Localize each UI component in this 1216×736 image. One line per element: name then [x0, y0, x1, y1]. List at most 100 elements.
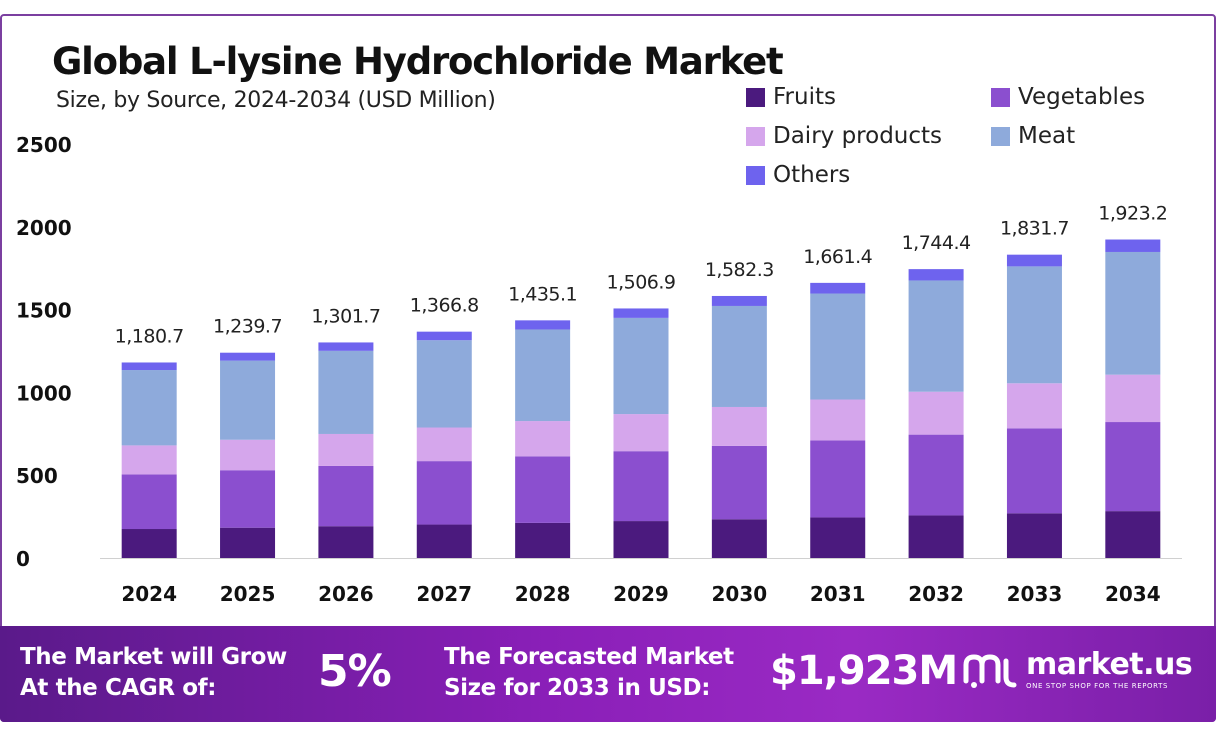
legend-swatch [991, 126, 1010, 146]
bar-total-label: 1,582.3 [705, 259, 774, 281]
x-tick-label: 2030 [712, 582, 768, 606]
footer-banner: The Market will Grow At the CAGR of: 5% … [0, 626, 1216, 722]
bar-segment-fruits [1105, 511, 1161, 558]
legend-swatch [746, 126, 765, 146]
legend-swatch [991, 87, 1010, 107]
y-tick-label: 2000 [16, 216, 72, 240]
bar-segment-dairy-products [416, 427, 472, 462]
bar-segment-meat [613, 317, 669, 415]
chart-subtitle: Size, by Source, 2024-2034 (USD Million) [56, 88, 496, 113]
bar-segment-dairy-products [1006, 383, 1062, 429]
bar-segment-meat [416, 340, 472, 428]
x-tick-label: 2029 [613, 582, 669, 606]
bar-total-label: 1,366.8 [410, 295, 479, 317]
bar-segment-others [1105, 239, 1161, 252]
legend-item-dairy-products: Dairy products [746, 123, 942, 149]
legend-label: Dairy products [773, 123, 943, 149]
bar-segment-meat [515, 329, 571, 422]
legend-item-others: Others [746, 162, 850, 188]
bar-segment-meat [908, 280, 964, 392]
legend-item-fruits: Fruits [746, 84, 836, 110]
legend-label: Meat [1018, 123, 1076, 149]
legend-swatch [746, 87, 765, 107]
forecast-label-line2: Size for 2033 in USD: [444, 675, 711, 701]
bar-segment-vegetables [810, 440, 866, 518]
bar-total-label: 1,744.4 [902, 232, 971, 254]
x-tick-label: 2026 [318, 582, 374, 606]
bar-segment-others [121, 362, 177, 371]
bar-segment-dairy-products [220, 439, 276, 471]
bar-segment-others [318, 342, 374, 351]
bar-segment-fruits [613, 521, 669, 558]
y-tick-label: 500 [16, 464, 58, 488]
bar-segment-fruits [908, 515, 964, 558]
bar-segment-dairy-products [711, 406, 767, 446]
bar-segment-vegetables [1105, 422, 1161, 512]
bar-segment-others [908, 269, 964, 281]
brand-tagline: ONE STOP SHOP FOR THE REPORTS [1026, 682, 1169, 690]
forecast-value: $1,923M [770, 648, 958, 694]
y-tick-label: 1500 [16, 299, 72, 323]
y-tick-label: 1000 [16, 381, 72, 405]
bar-segment-fruits [515, 522, 571, 558]
brand: market.us ONE STOP SHOP FOR THE REPORTS [962, 647, 1193, 691]
bar-segment-fruits [1006, 513, 1062, 558]
cagr-label: The Market will Grow At the CAGR of: [20, 642, 287, 704]
bar-segment-meat [1006, 266, 1062, 384]
bar-total-label: 1,239.7 [213, 316, 282, 338]
x-tick-label: 2024 [121, 582, 177, 606]
forecast-label: The Forecasted Market Size for 2033 in U… [444, 642, 734, 704]
bar-segment-dairy-products [908, 391, 964, 435]
bar-total-label: 1,923.2 [1098, 203, 1167, 225]
bar-segment-meat [1105, 251, 1161, 375]
bar-segment-vegetables [416, 461, 472, 525]
bar-segment-fruits [810, 517, 866, 558]
bar-segment-others [810, 282, 866, 294]
bar-segment-vegetables [515, 456, 571, 523]
bar-total-label: 1,180.7 [115, 325, 184, 347]
legend-label: Others [773, 162, 851, 188]
x-tick-label: 2031 [810, 582, 866, 606]
bar-segment-vegetables [711, 445, 767, 520]
bar-total-label: 1,301.7 [311, 305, 380, 327]
bar-segment-meat [121, 370, 177, 446]
x-tick-label: 2032 [908, 582, 964, 606]
bar-segment-meat [711, 305, 767, 407]
bar-segment-vegetables [908, 434, 964, 516]
cagr-value: 5% [318, 646, 392, 697]
y-tick-label: 0 [16, 547, 30, 571]
legend-item-vegetables: Vegetables [991, 84, 1145, 110]
x-tick-label: 2033 [1007, 582, 1063, 606]
bar-segment-vegetables [220, 470, 276, 528]
x-tick-label: 2028 [515, 582, 571, 606]
bar-total-label: 1,661.4 [803, 246, 872, 268]
bar-segment-dairy-products [613, 414, 669, 452]
legend-label: Fruits [773, 84, 836, 110]
x-tick-label: 2027 [416, 582, 472, 606]
bar-segment-others [220, 352, 276, 361]
stacked-bar-chart: 0 500 1000 1500 2000 2500 1,180.7 2024 1,239.7 20… [16, 133, 1182, 606]
cagr-label-line2: At the CAGR of: [20, 675, 217, 701]
bar-total-label: 1,506.9 [606, 271, 675, 293]
legend-swatch [746, 165, 765, 185]
bar-segment-vegetables [318, 465, 374, 527]
bar-segment-dairy-products [318, 433, 374, 466]
legend-item-meat: Meat [991, 123, 1075, 149]
x-tick-label: 2034 [1105, 582, 1161, 606]
x-tick-label: 2025 [220, 582, 276, 606]
chart-title: Global L-lysine Hydrochloride Market [52, 40, 784, 83]
bar-segment-others [613, 308, 669, 318]
bar-segment-fruits [318, 526, 374, 558]
bar-segment-fruits [220, 527, 276, 558]
brand-name: market.us [1026, 647, 1193, 682]
y-tick-label: 2500 [16, 133, 72, 157]
bar-segment-fruits [121, 529, 177, 558]
bar-segment-meat [220, 360, 276, 440]
bar-segment-vegetables [1006, 428, 1062, 514]
bar-segment-others [515, 320, 571, 330]
bar-total-label: 1,435.1 [508, 283, 577, 305]
bar-segment-vegetables [613, 451, 669, 522]
bar-segment-others [711, 295, 767, 306]
cagr-label-line1: The Market will Grow [20, 644, 287, 670]
bar-segment-dairy-products [810, 399, 866, 441]
